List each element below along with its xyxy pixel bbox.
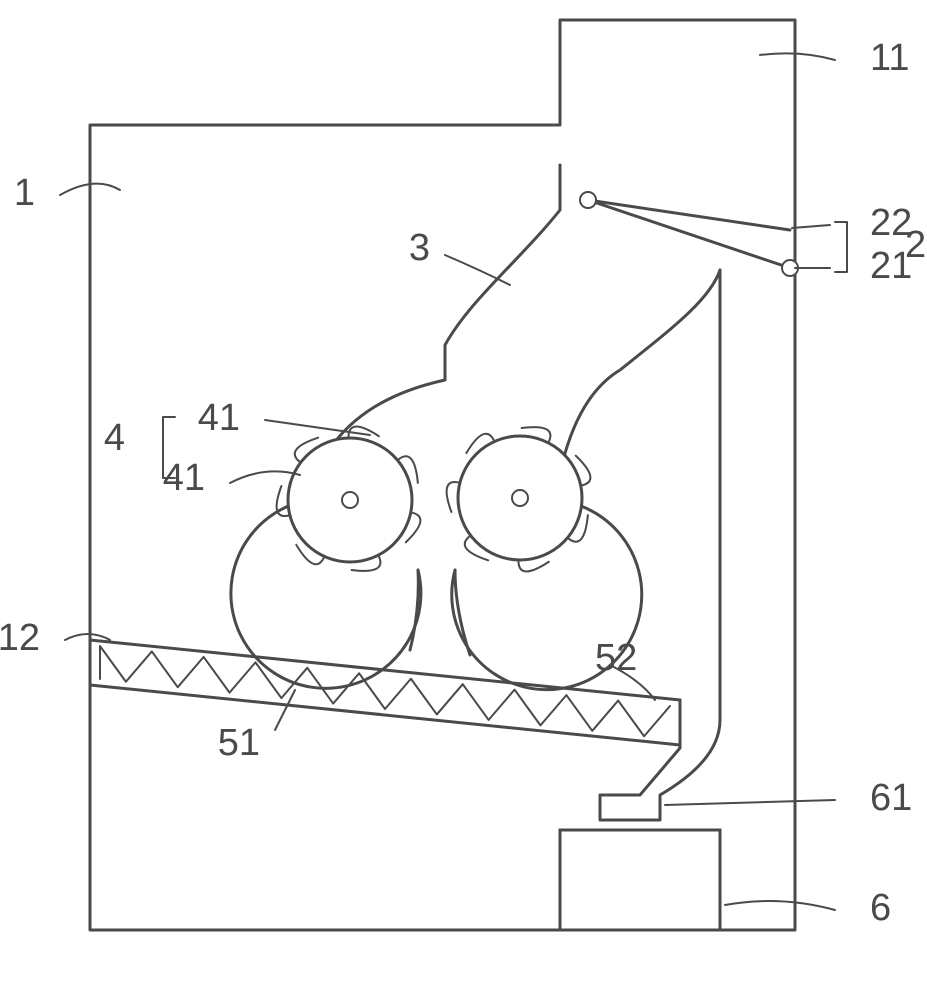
leader-61: [665, 800, 835, 805]
crusher-right-tooth: [518, 560, 548, 571]
label-11: 11: [870, 37, 909, 79]
flap-bar-21: [588, 200, 790, 268]
flap-bar-22: [588, 200, 790, 230]
label-6: 6: [870, 887, 891, 929]
throat-right: [455, 570, 470, 655]
label-41b: 41: [163, 457, 205, 499]
conveyor-top: [90, 640, 680, 700]
throat-left: [410, 570, 418, 650]
chute-right-wall: [555, 270, 720, 500]
label-41a: 41: [198, 397, 240, 439]
label-61: 61: [870, 777, 912, 819]
leader-3: [445, 255, 510, 285]
flap-pin-upper: [580, 192, 596, 208]
leader-51: [275, 690, 295, 730]
crusher-right-drum: [458, 436, 582, 560]
bracket-2: [835, 222, 847, 272]
leader-22: [792, 225, 830, 228]
label-4: 4: [104, 417, 125, 459]
leader-6: [725, 901, 835, 910]
label-52: 52: [595, 637, 637, 679]
label-2: 2: [905, 224, 926, 266]
conveyor-bottom: [90, 685, 680, 745]
label-12: 12: [0, 617, 40, 659]
label-51: 51: [218, 722, 260, 764]
leader-11: [760, 53, 835, 60]
leader-12: [65, 634, 110, 640]
label-3: 3: [409, 227, 430, 269]
collection-bin: [560, 830, 720, 930]
label-1: 1: [14, 172, 35, 214]
crusher-left-drum: [288, 438, 412, 562]
